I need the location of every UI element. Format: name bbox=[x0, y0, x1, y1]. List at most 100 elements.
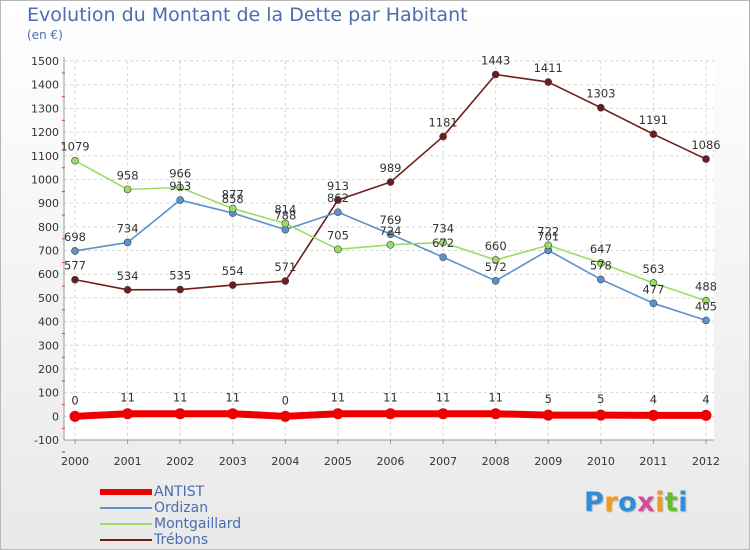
data-point bbox=[332, 408, 344, 420]
data-label: 701 bbox=[537, 229, 559, 243]
data-point bbox=[649, 299, 658, 308]
data-point bbox=[702, 155, 710, 163]
data-label: 966 bbox=[169, 166, 191, 180]
data-label: 769 bbox=[380, 213, 402, 227]
data-label: 488 bbox=[695, 280, 717, 294]
data-label: 1411 bbox=[534, 61, 563, 75]
y-tick-label: 100 bbox=[38, 387, 59, 400]
chart-title: Evolution du Montant de la Dette par Hab… bbox=[27, 4, 468, 26]
data-point bbox=[69, 410, 81, 422]
x-tick-label: 2004 bbox=[271, 455, 299, 468]
data-point bbox=[542, 409, 554, 421]
logo-letter: r bbox=[604, 487, 619, 518]
data-point bbox=[595, 409, 607, 421]
y-tick-label: 1500 bbox=[31, 55, 59, 68]
data-point bbox=[647, 409, 659, 421]
data-label: 1443 bbox=[481, 54, 510, 68]
x-tick-label: 2002 bbox=[166, 455, 194, 468]
y-tick-label: -100 bbox=[34, 434, 59, 447]
data-label: 11 bbox=[173, 391, 188, 405]
data-label: 4 bbox=[702, 392, 709, 406]
logo-letter: i bbox=[678, 487, 689, 518]
data-point bbox=[700, 409, 712, 421]
logo-letter: i bbox=[655, 487, 665, 518]
y-tick-label: 800 bbox=[38, 221, 59, 234]
data-point bbox=[544, 78, 553, 86]
y-tick-label: 900 bbox=[38, 197, 59, 210]
data-label: 11 bbox=[383, 391, 398, 405]
x-tick-label: 2006 bbox=[377, 455, 405, 468]
data-label: 989 bbox=[380, 161, 402, 175]
grid bbox=[64, 60, 714, 441]
data-point bbox=[437, 408, 449, 420]
data-label: 734 bbox=[432, 221, 454, 235]
logo-letter: P bbox=[584, 487, 605, 518]
data-label: 724 bbox=[380, 224, 402, 238]
data-point bbox=[279, 410, 291, 422]
data-label: 1303 bbox=[586, 87, 615, 101]
data-label: 722 bbox=[537, 224, 559, 238]
data-point bbox=[228, 204, 237, 213]
data-label: 554 bbox=[222, 264, 244, 278]
data-point bbox=[334, 196, 342, 204]
x-tick-label: 2001 bbox=[114, 455, 142, 468]
y-tick-label: 500 bbox=[38, 292, 59, 305]
legend-label: ANTIST bbox=[154, 484, 205, 500]
data-label: 734 bbox=[117, 221, 139, 235]
data-point bbox=[597, 259, 605, 267]
y-tick-label: 1000 bbox=[31, 173, 59, 186]
data-label: 5 bbox=[545, 392, 552, 406]
y-tick-label: 200 bbox=[38, 363, 59, 376]
logo-letter: t bbox=[664, 487, 679, 518]
line-chart: -100010020030040050060070080090010001100… bbox=[31, 54, 721, 468]
data-point bbox=[123, 238, 132, 247]
data-label: 405 bbox=[695, 299, 717, 313]
data-point bbox=[174, 408, 186, 420]
y-tick-label: 1300 bbox=[31, 102, 59, 115]
data-point bbox=[176, 285, 184, 294]
legend-label: Trébons bbox=[154, 532, 209, 548]
data-label: 11 bbox=[120, 391, 135, 405]
data-label: 647 bbox=[590, 242, 612, 256]
legend-label: Ordizan bbox=[154, 500, 209, 516]
data-point bbox=[702, 316, 710, 325]
data-label: 913 bbox=[169, 179, 191, 193]
data-label: 534 bbox=[117, 269, 139, 283]
data-label: 571 bbox=[274, 260, 296, 274]
data-label: 5 bbox=[597, 392, 604, 406]
data-point bbox=[334, 245, 342, 254]
data-point bbox=[490, 408, 502, 420]
data-point bbox=[176, 183, 184, 192]
data-label: 563 bbox=[642, 262, 664, 276]
data-label: 572 bbox=[485, 260, 507, 274]
y-tick-label: 700 bbox=[38, 245, 59, 258]
x-tick-label: 2000 bbox=[61, 455, 89, 468]
data-label: 1079 bbox=[60, 140, 89, 154]
data-label: 672 bbox=[432, 236, 454, 250]
data-label: 1181 bbox=[428, 116, 457, 130]
legend-swatch bbox=[100, 489, 152, 495]
x-tick-label: 2007 bbox=[429, 455, 457, 468]
x-tick-label: 2005 bbox=[324, 455, 352, 468]
series bbox=[69, 70, 712, 422]
data-label: 535 bbox=[169, 269, 191, 283]
data-point bbox=[649, 279, 658, 287]
data-point bbox=[71, 275, 79, 284]
y-tick-label: 0 bbox=[52, 410, 59, 423]
data-point bbox=[702, 296, 710, 305]
data-point bbox=[491, 256, 500, 264]
data-label: 705 bbox=[327, 228, 349, 242]
y-tick-label: 1200 bbox=[31, 126, 59, 139]
data-label: 660 bbox=[485, 239, 507, 253]
data-point bbox=[122, 408, 134, 420]
data-point bbox=[227, 408, 239, 420]
data-point bbox=[385, 408, 396, 420]
data-label: 913 bbox=[327, 179, 349, 193]
proxiti-logo: Proxiti bbox=[584, 487, 688, 518]
legend-label: Montgaillard bbox=[154, 516, 242, 532]
data-point bbox=[334, 208, 342, 216]
data-point bbox=[597, 275, 605, 284]
data-point bbox=[491, 70, 500, 79]
data-point bbox=[123, 286, 132, 294]
